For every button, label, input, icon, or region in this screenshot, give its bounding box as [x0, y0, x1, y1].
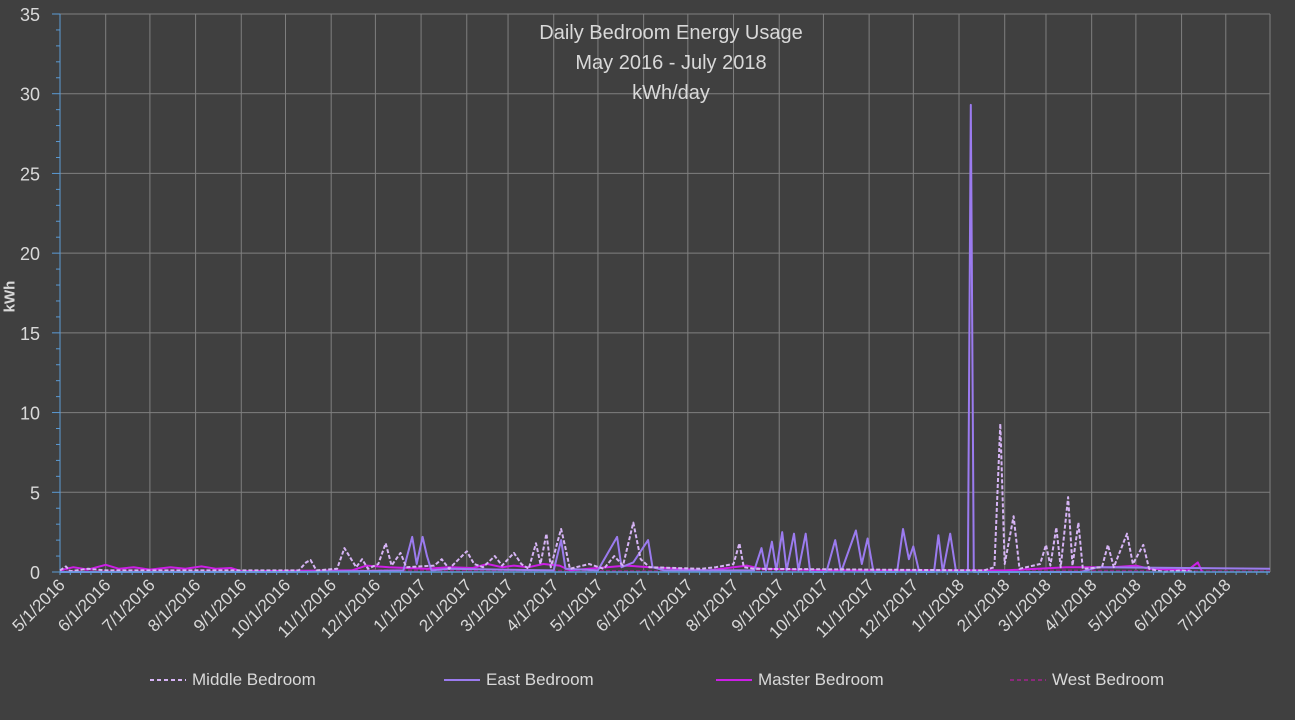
legend-label-west-bedroom: West Bedroom: [1052, 670, 1165, 689]
y-tick-label: 35: [20, 5, 40, 25]
series-line-west-bedroom: [59, 569, 1270, 573]
y-minor-ticks: [52, 13, 61, 573]
series-line-master-bedroom: [59, 561, 1204, 573]
y-tick-label: 0: [30, 563, 40, 583]
legend-swatch-east-bedroom: [444, 679, 480, 681]
legend-swatch-middle-bedroom: [150, 679, 186, 681]
series-layer: [59, 103, 1271, 573]
legend-label-east-bedroom: East Bedroom: [486, 670, 594, 689]
y-tick-labels: 0 5 10 15 20 25 30 35: [20, 5, 40, 583]
gridlines: [59, 13, 1271, 573]
legend-item-master-bedroom: Master Bedroom: [716, 668, 884, 692]
legend-item-west-bedroom: West Bedroom: [1010, 668, 1164, 692]
legend-label-middle-bedroom: Middle Bedroom: [192, 670, 316, 689]
legend-item-middle-bedroom: Middle Bedroom: [150, 668, 316, 692]
y-tick-label: 30: [20, 85, 40, 105]
legend-item-east-bedroom: East Bedroom: [444, 668, 594, 692]
legend-swatch-master-bedroom: [716, 679, 752, 681]
y-tick-label: 15: [20, 324, 40, 344]
y-tick-label: 5: [30, 483, 40, 503]
x-tick-labels: 5/1/20166/1/20167/1/20168/1/20169/1/2016…: [9, 571, 1270, 642]
chart-unit-line: kWh/day: [632, 82, 710, 104]
chart-title: Daily Bedroom Energy Usage: [539, 22, 803, 44]
y-tick-label: 20: [20, 244, 40, 264]
y-axis-label: kWh: [1, 280, 19, 313]
series-line-middle-bedroom: [59, 422, 1195, 573]
y-tick-label: 25: [20, 164, 40, 184]
series-line-east-bedroom: [60, 103, 1271, 573]
legend-label-master-bedroom: Master Bedroom: [758, 670, 884, 689]
chart-subtitle: May 2016 - July 2018: [575, 52, 767, 74]
y-tick-label: 10: [20, 404, 40, 424]
legend-swatch-west-bedroom: [1010, 679, 1046, 681]
